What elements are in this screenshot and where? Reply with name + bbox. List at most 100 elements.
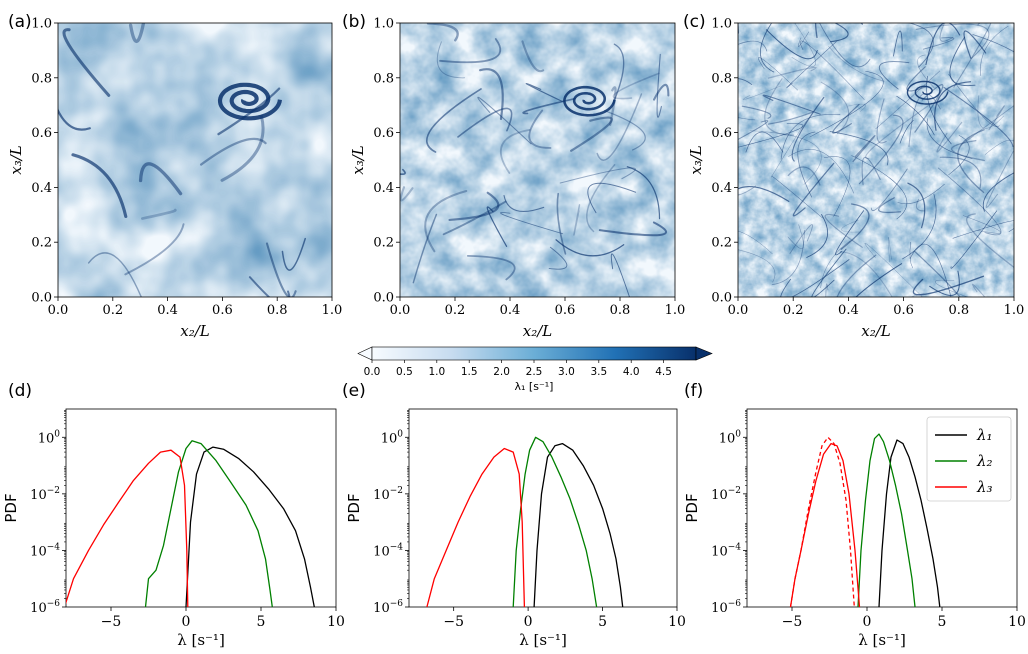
- y-tick-label: 10−2: [711, 486, 741, 503]
- y-tick-label: 10−4: [711, 542, 741, 559]
- vortex-filament: [738, 78, 753, 86]
- y-tick-label: 0.4: [31, 181, 52, 196]
- vortex-filament: [815, 23, 864, 39]
- y-tick-exponent: 0: [735, 429, 741, 439]
- vortex-filament: [609, 86, 617, 126]
- vortex-filament: [982, 172, 1014, 212]
- vortex-filament: [897, 183, 945, 205]
- vortex-filament: [87, 252, 143, 297]
- vortex-filament: [896, 95, 935, 136]
- vortex-spiral: [563, 85, 616, 117]
- vortex-filament: [738, 249, 776, 283]
- vortex-filament: [852, 135, 876, 163]
- vortex-filament: [525, 82, 563, 103]
- vortex-filament: [141, 208, 177, 220]
- vortex-filament: [436, 41, 466, 79]
- vortex-filament: [912, 275, 985, 296]
- x-tick-label: 0: [524, 614, 533, 630]
- x-tick-label: 0: [863, 614, 872, 630]
- colorbar-tick-label: 2.5: [526, 366, 543, 378]
- vortex-filament: [610, 253, 630, 297]
- heatmap-panel-c: 0.0 0.2 0.4 0.6 0.8 1.0 0.0 0.2 0.4 0.6 0.8 1.0 x₂/L…: [683, 12, 1024, 340]
- pdf-panel-d: 10−6 10−4 10−2 100 −5 0 5 10 λ [s⁻¹] PDF (d): [2, 381, 345, 649]
- colorbar-min-arrow: [357, 346, 373, 361]
- vortex-filament: [907, 182, 926, 229]
- pdf-series-group: [426, 436, 624, 607]
- vortex-filament: [412, 213, 438, 284]
- vortex-filament: [771, 175, 823, 219]
- vortex-filament: [596, 93, 643, 161]
- vortex-filament: [939, 23, 954, 42]
- vortex-filament: [528, 109, 552, 149]
- x-tick-label: 0.4: [838, 303, 859, 318]
- x-tick-label: 1.0: [322, 303, 343, 318]
- x-tick-label: −5: [443, 614, 464, 630]
- vortex-filament: [980, 25, 1009, 76]
- vortex-filament: [738, 230, 773, 255]
- vortex-filament: [840, 203, 870, 250]
- vortex-filament: [789, 224, 813, 254]
- x-tick-label: −5: [101, 614, 122, 630]
- pdf-line-lambda2: [144, 440, 273, 607]
- x-tick-label: 0.0: [48, 303, 69, 318]
- vortex-filament: [426, 23, 459, 42]
- vortex-filament: [858, 114, 904, 185]
- vortex-filament: [902, 193, 937, 260]
- vortex-filament: [899, 120, 914, 144]
- vortex-filament: [839, 251, 893, 297]
- plot-frame: [57, 22, 333, 298]
- y-axis-label: x₃/L: [349, 145, 367, 175]
- plot-frame: [737, 22, 1015, 298]
- vortex-filament: [587, 182, 637, 214]
- vortex-filament: [787, 224, 804, 249]
- vortex-filament: [521, 40, 545, 73]
- vortex-filament: [71, 153, 128, 219]
- y-tick-label: 100: [381, 429, 404, 446]
- vortex-filament: [62, 28, 111, 97]
- x-tick-label: 0.8: [610, 303, 631, 318]
- y-tick-label: 0.0: [373, 291, 394, 306]
- x-tick-label: 5: [257, 614, 266, 630]
- vortex-filament: [656, 53, 662, 118]
- pdf-panel-f: 10−6 10−4 10−2 100 −5 0 5 10 λ [s⁻¹] PDF (f) λ₁ λ₂ λ₃: [683, 381, 1026, 649]
- vortex-filament: [652, 83, 670, 101]
- colorbar-tick-label: 0.5: [396, 366, 413, 378]
- legend-entry-lambda1: λ₁: [976, 426, 993, 444]
- legend: λ₁ λ₂ λ₃: [926, 416, 1012, 502]
- x-tick-label: 0.2: [445, 303, 466, 318]
- vortex-filament: [604, 110, 646, 151]
- vortex-filament: [988, 105, 1005, 131]
- vortex-filament: [573, 204, 581, 236]
- panel-label: (a): [8, 12, 32, 32]
- pdf-line-lambda2: [857, 433, 916, 607]
- vortex-filament: [757, 57, 798, 91]
- pdf-series-group: [789, 433, 941, 607]
- y-tick-label: 0.6: [373, 126, 394, 141]
- x-tick-label: 0.6: [893, 303, 914, 318]
- vortex-filament: [893, 30, 903, 57]
- y-axis-label: PDF: [2, 493, 20, 522]
- y-tick-label: 10−6: [711, 599, 741, 616]
- x-tick-label: 0.2: [102, 303, 123, 318]
- y-tick-label: 10−2: [373, 486, 403, 503]
- pdf-panel-e: 10−6 10−4 10−2 100 −5 0 5 10 λ [s⁻¹] PDF (e): [342, 381, 686, 649]
- vortex-filament: [786, 41, 837, 89]
- vortex-filament: [745, 131, 784, 153]
- y-tick-label: 0.2: [373, 236, 394, 251]
- y-tick-exponent: −2: [390, 486, 403, 496]
- vortex-filament: [738, 123, 804, 148]
- panel-label: (c): [683, 12, 706, 32]
- x-tick-label: 0.8: [267, 303, 288, 318]
- vortex-filament: [500, 212, 564, 235]
- vortex-filament: [626, 166, 661, 220]
- vortex-filament: [788, 149, 855, 194]
- y-tick-exponent: 0: [54, 429, 60, 439]
- vortex-filament: [400, 168, 406, 176]
- vortex-filament: [809, 70, 884, 138]
- vortex-filament: [797, 131, 816, 198]
- x-tick-label: 1.0: [665, 303, 686, 318]
- heatmap-panel-b: 0.0 0.2 0.4 0.6 0.8 1.0 0.0 0.2 0.4 0.6 0.8 1.0 x₂/L…: [342, 12, 685, 340]
- heatmap-filaments: [58, 23, 306, 297]
- vortex-filament: [559, 167, 636, 184]
- vortex-filament: [841, 220, 860, 233]
